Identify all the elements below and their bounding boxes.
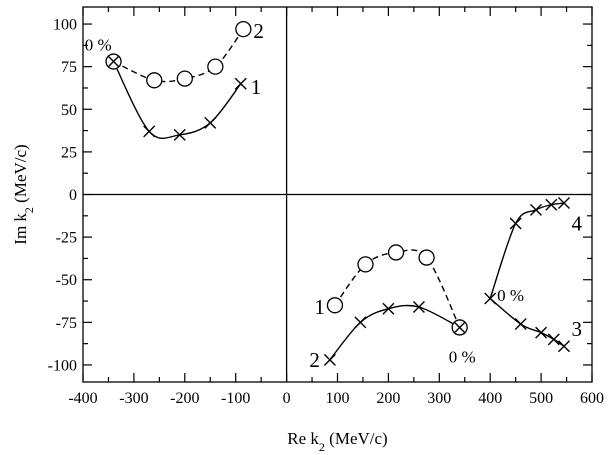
right-4-marker (558, 197, 570, 210)
plot-layer: -400 -300 -200 -100 0 100 200 300 400 500 600-100-… (48, 7, 604, 407)
cross-stroke (509, 217, 522, 230)
right-3-marker (535, 326, 548, 339)
y-tick-label: 75 (61, 59, 77, 76)
upper-solid-curve (112, 61, 242, 139)
lower-dashed-marker (418, 249, 435, 266)
right-3-marker (547, 333, 560, 346)
cross-stroke (558, 340, 570, 353)
lower-dashed-marker (326, 297, 344, 314)
x-tick-label: -200 (170, 390, 199, 407)
y-axis-title-main: Im k (11, 213, 30, 245)
x-tick-label: -300 (119, 390, 148, 407)
y-tick-label: 0 (69, 187, 77, 204)
y-tick-label: 50 (61, 102, 77, 119)
x-tick-label: 500 (529, 390, 553, 407)
lower-dashed-marker (357, 256, 374, 273)
y-tick-label: -75 (56, 315, 77, 332)
lower-dashed-crossed-circle-cross (453, 321, 466, 334)
y-axis-title-sub: 2 (22, 207, 36, 213)
x-axis-title-unit: (MeV/c) (325, 429, 388, 448)
cross-stroke (173, 128, 186, 141)
cross-stroke (354, 316, 367, 329)
lower-dashed-marker (387, 244, 405, 261)
curve-label: 2 (253, 19, 264, 43)
lower-solid-curve (329, 304, 460, 361)
cross-stroke (453, 321, 466, 334)
cross-stroke (382, 302, 395, 315)
cross-stroke (412, 301, 425, 313)
x-tick-label: -100 (221, 390, 250, 407)
right-3-marker (558, 340, 570, 353)
percent-label: 0 % (497, 286, 524, 305)
x-tick-label: 600 (580, 390, 604, 407)
lower-solid-marker (382, 302, 395, 315)
y-axis-title: Im k2 (MeV/c) (11, 144, 36, 244)
upper-dashed-marker (176, 70, 193, 87)
upper-solid-marker (173, 128, 186, 141)
x-tick-label: 400 (478, 390, 502, 407)
cross-stroke (234, 77, 247, 90)
cross-stroke (143, 125, 156, 138)
cross-stroke (484, 292, 497, 305)
upper-dashed-marker (146, 72, 163, 89)
right-3-marker (514, 318, 527, 331)
right-4-marker (545, 198, 558, 211)
y-tick-label: -100 (48, 357, 77, 374)
upper-solid-marker (204, 116, 217, 129)
x-axis-title: Re k2 (MeV/c) (287, 429, 387, 454)
plot-frame (82, 6, 593, 383)
x-axis-title-main: Re k (287, 429, 319, 448)
y-axis-title-unit: (MeV/c) (11, 144, 30, 207)
right-4-marker (484, 292, 497, 305)
cross-stroke (204, 116, 217, 129)
upper-dashed-marker (207, 58, 224, 75)
upper-solid-marker (143, 125, 156, 138)
cross-stroke (514, 318, 527, 331)
upper-dashed-marker (235, 21, 252, 38)
x-tick-label: 100 (326, 390, 350, 407)
lower-solid-marker (354, 316, 367, 329)
x-axis-title-sub: 2 (319, 440, 325, 454)
curve-label: 1 (251, 75, 262, 99)
y-tick-label: 25 (61, 144, 77, 161)
curve-label: 1 (314, 295, 325, 319)
x-tick-label: -400 (68, 390, 97, 407)
curve-label: 4 (571, 211, 582, 235)
curve-label: 2 (309, 348, 320, 372)
cross-stroke (558, 197, 570, 210)
percent-label: 0 % (449, 347, 476, 366)
cross-stroke (547, 333, 560, 346)
upper-solid-crossed-circle-cross (107, 55, 120, 68)
cross-stroke (545, 198, 558, 211)
x-tick-label: 300 (427, 390, 451, 407)
cross-stroke (535, 326, 548, 339)
y-tick-label: 100 (53, 17, 77, 34)
curve-label: 3 (571, 317, 582, 341)
y-tick-label: -50 (56, 272, 77, 289)
lower-solid-marker (323, 353, 336, 366)
lower-solid-marker (412, 301, 425, 313)
cross-stroke (530, 203, 543, 216)
lower-dashed-curve (334, 249, 461, 328)
percent-label: 0 % (85, 36, 112, 55)
upper-solid-marker (234, 77, 247, 90)
cross-stroke (323, 353, 336, 366)
cross-stroke (107, 55, 120, 68)
y-tick-label: -25 (56, 230, 77, 247)
x-tick-label: 0 (283, 390, 291, 407)
right-4-marker (509, 217, 522, 230)
right-4-marker (530, 203, 543, 216)
right-4-curve (489, 202, 565, 299)
x-tick-label: 200 (376, 390, 400, 407)
